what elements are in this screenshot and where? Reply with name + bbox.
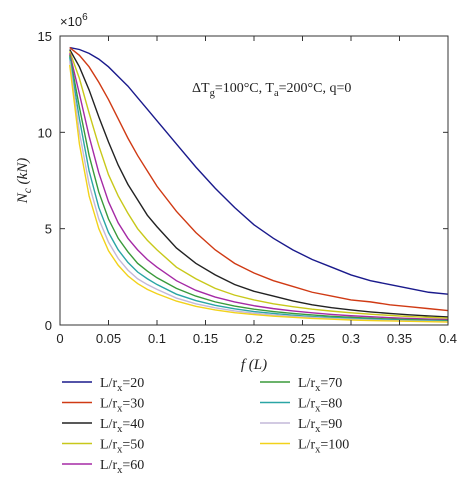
legend-label: L/rx=50: [100, 438, 144, 456]
series-line-9: [69, 64, 449, 323]
chart-annotation: ΔTg=100°C, Ta=200°C, q=0: [192, 81, 351, 99]
x-axis-label: f (L): [241, 357, 267, 373]
y-tick-label: 5: [45, 222, 52, 237]
x-tick-label: 0.35: [387, 331, 412, 346]
series-line-5: [69, 53, 449, 321]
y-tick-label: 15: [38, 29, 52, 44]
x-tick-label: 0.2: [245, 331, 263, 346]
x-tick-label: 0.1: [148, 331, 166, 346]
x-tick-label: 0.4: [439, 331, 457, 346]
series-line-8: [69, 60, 449, 323]
y-axis-multiplier: ×106: [60, 12, 88, 29]
legend-label: L/rx=100: [298, 438, 349, 456]
y-tick-label: 0: [45, 318, 52, 333]
x-tick-label: 0.05: [96, 331, 121, 346]
series-line-2: [69, 47, 449, 312]
legend: L/rx=20 L/rx=30 L/rx=40 L/rx=50 L/rx=60 L/rx=…: [62, 376, 349, 476]
series-lines: [69, 46, 449, 323]
legend-label: L/rx=70: [298, 376, 342, 394]
y-axis: 0 5 10 15: [38, 29, 448, 333]
legend-label: L/rx=40: [100, 417, 144, 435]
legend-label: L/rx=60: [100, 458, 144, 476]
x-tick-label: 0.3: [342, 331, 360, 346]
series-line-4: [69, 51, 449, 319]
series-line-6: [69, 55, 449, 322]
x-tick-label: 0.15: [193, 331, 218, 346]
y-tick-label: 10: [38, 125, 52, 140]
series-line-1: [69, 46, 449, 295]
series-line-7: [69, 57, 449, 322]
legend-label: L/rx=20: [100, 376, 144, 394]
legend-label: L/rx=80: [298, 397, 342, 415]
plot-frame: [59, 35, 449, 326]
x-axis: 0 0.05 0.1 0.15 0.2 0.25 0.3 0.35 0.4: [56, 36, 457, 346]
x-tick-label: 0.25: [290, 331, 315, 346]
x-tick-label: 0: [56, 331, 63, 346]
legend-label: L/rx=30: [100, 397, 144, 415]
y-axis-label: Nc (kN): [15, 158, 34, 204]
series-line-3: [69, 49, 449, 318]
legend-label: L/rx=90: [298, 417, 342, 435]
